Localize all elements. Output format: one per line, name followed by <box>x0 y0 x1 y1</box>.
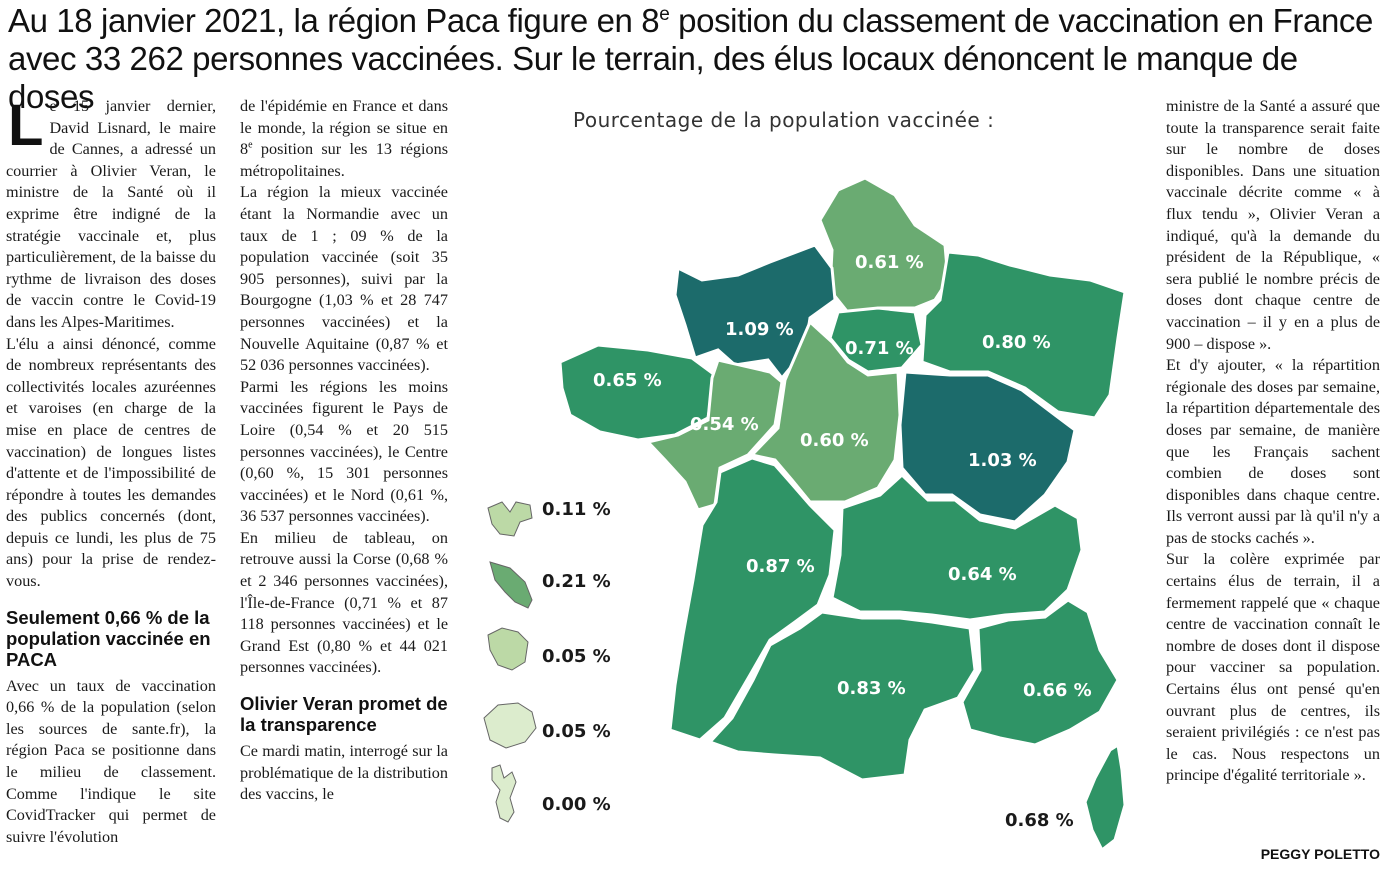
paragraph: de l'épidémie en France et dans le monde… <box>240 96 448 182</box>
overseas-label: 0.05 % <box>542 721 611 742</box>
headline-text-1: Au 18 janvier 2021, la région Paca figur… <box>8 2 660 39</box>
region-label: 0.64 % <box>948 564 1017 585</box>
region-centre-val-de-loire <box>749 319 902 504</box>
region-auvergne-rhone-alpes <box>830 472 1084 622</box>
article-column-2: de l'épidémie en France et dans le monde… <box>240 96 448 806</box>
region-label: 1.09 % <box>725 319 794 340</box>
region-label: 0.83 % <box>837 678 906 699</box>
byline: PEGGY POLETTO <box>1260 846 1380 862</box>
overseas-guadeloupe <box>487 501 533 537</box>
paragraph: e 15 janvier dernier, David Lisnard, le … <box>6 97 216 331</box>
france-vaccination-map: 0.61 % 1.09 % 0.71 % 0.80 % 0.65 % 0.54 … <box>483 176 1127 853</box>
paragraph: L'élu a ainsi dénoncé, comme de nombreux… <box>6 334 216 591</box>
region-label: 0.65 % <box>593 370 662 391</box>
region-label: 0.87 % <box>746 556 815 577</box>
region-corse <box>1083 742 1127 853</box>
overseas-reunion <box>483 702 537 749</box>
paragraph-text: position sur les 13 régions métropolitai… <box>240 140 448 180</box>
overseas-label: 0.00 % <box>542 794 611 815</box>
paragraph-text: de l'épidémie en France et dans le monde… <box>240 97 448 159</box>
region-nouvelle-aquitaine <box>668 456 837 742</box>
overseas-martinique <box>489 561 533 609</box>
region-paca <box>960 598 1120 747</box>
overseas-mayotte <box>491 764 517 823</box>
region-label: 0.80 % <box>982 332 1051 353</box>
region-label: 0.68 % <box>1005 810 1074 831</box>
overseas-label: 0.21 % <box>542 571 611 592</box>
region-bourgogne-franche-comte <box>898 370 1077 524</box>
subheading: Olivier Veran promet de la transparence <box>240 693 448 736</box>
region-label: 0.60 % <box>800 430 869 451</box>
region-bretagne <box>558 343 717 442</box>
overseas-label: 0.05 % <box>542 646 611 667</box>
region-pays-de-la-loire <box>645 358 784 512</box>
region-grand-est <box>920 250 1127 420</box>
article-column-3: ministre de la Santé a assuré que toute … <box>1166 96 1380 787</box>
subheading: Seulement 0,66 % de la population vaccin… <box>6 606 211 670</box>
region-label: 0.61 % <box>855 252 924 273</box>
headline-text-2: position du classement de vaccination en… <box>8 2 1373 115</box>
overseas-guyane <box>487 627 529 671</box>
paragraph: La région la mieux vaccinée étant la Nor… <box>240 183 448 375</box>
overseas-label: 0.11 % <box>542 499 611 520</box>
map-title: Pourcentage de la population vaccinée : <box>573 108 995 132</box>
headline-sup: e <box>659 4 670 25</box>
region-label: 1.03 % <box>968 450 1037 471</box>
headline: Au 18 janvier 2021, la région Paca figur… <box>8 2 1380 116</box>
paragraph: ministre de la Santé a assuré que toute … <box>1166 97 1380 353</box>
region-hauts-de-france <box>818 176 950 317</box>
paragraph: Parmi les régions les moins vaccinées fi… <box>240 377 448 526</box>
region-label: 0.66 % <box>1023 680 1092 701</box>
superscript: e <box>248 139 253 151</box>
paragraph: Avec un taux de vaccination 0,66 % de la… <box>6 676 216 846</box>
paragraph: En milieu de tableau, on retrouve aussi … <box>240 528 448 677</box>
article-column-1: L e 15 janvier dernier, David Lisnard, l… <box>6 96 216 848</box>
paragraph: Et d'y ajouter, « la répartition régiona… <box>1166 356 1380 547</box>
region-label: 0.71 % <box>845 338 914 359</box>
drop-cap: L <box>8 93 44 158</box>
paragraph: Sur la colère exprimée par certains élus… <box>1166 550 1380 785</box>
region-label: 0.54 % <box>690 414 759 435</box>
region-occitanie <box>707 610 977 782</box>
paragraph: Ce mardi matin, interrogé sur la problém… <box>240 742 448 804</box>
